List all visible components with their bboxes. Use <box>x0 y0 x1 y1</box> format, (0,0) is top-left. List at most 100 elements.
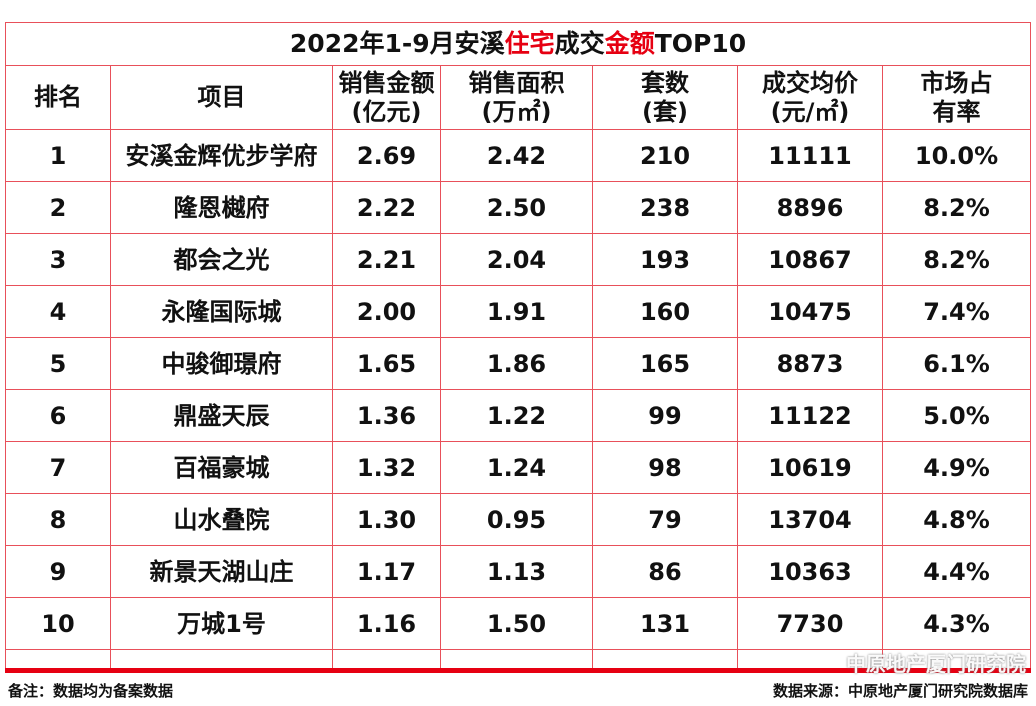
row: 4 永隆国际城 2.00 1.91 160 10475 7.4% <box>5 285 1032 338</box>
cell: 8873 <box>737 337 883 390</box>
title-part: 成交 <box>554 29 605 58</box>
cell: 1.16 <box>332 597 441 650</box>
cell: 8 <box>5 493 111 546</box>
cell: 10.0% <box>881 129 1032 182</box>
cell: 6.1% <box>881 337 1032 390</box>
watermark: 中原地产厦门研究院 <box>846 652 1026 676</box>
cell: 86 <box>592 545 738 598</box>
row: 7 百福豪城 1.32 1.24 98 10619 4.9% <box>5 441 1032 494</box>
cell: 1.24 <box>440 441 593 494</box>
cell: 165 <box>592 337 738 390</box>
cell: 隆恩樾府 <box>110 181 333 234</box>
cell: 山水叠院 <box>110 493 333 546</box>
cell: 98 <box>592 441 738 494</box>
cell: 10475 <box>737 285 883 338</box>
cell <box>592 649 738 673</box>
header-line: (万㎡) <box>481 97 552 126</box>
cell: 131 <box>592 597 738 650</box>
cell: 4.3% <box>881 597 1032 650</box>
cell: 11122 <box>737 389 883 442</box>
cell: 2.50 <box>440 181 593 234</box>
header-line: (套) <box>642 97 688 126</box>
header-cell: 套数 (套) <box>592 65 738 130</box>
cell: 238 <box>592 181 738 234</box>
row: 9 新景天湖山庄 1.17 1.13 86 10363 4.4% <box>5 545 1032 598</box>
cell: 79 <box>592 493 738 546</box>
cell: 5 <box>5 337 111 390</box>
cell: 210 <box>592 129 738 182</box>
title: 2022年1-9月安溪住宅成交金额TOP10 <box>4 22 1032 66</box>
cell: 10867 <box>737 233 883 286</box>
cell: 4.4% <box>881 545 1032 598</box>
cell <box>881 649 1032 673</box>
cell: 8.2% <box>881 233 1032 286</box>
cell: 1.32 <box>332 441 441 494</box>
cell: 13704 <box>737 493 883 546</box>
cell <box>332 649 441 673</box>
cell: 7.4% <box>881 285 1032 338</box>
cell <box>110 649 333 673</box>
header-cell: 销售面积 (万㎡) <box>440 65 593 130</box>
header-line: 有率 <box>932 97 981 126</box>
cell: 永隆国际城 <box>110 285 333 338</box>
cell: 鼎盛天辰 <box>110 389 333 442</box>
cell: 1.65 <box>332 337 441 390</box>
cell: 5.0% <box>881 389 1032 442</box>
header-line: 套数 <box>641 68 689 97</box>
cell: 0.95 <box>440 493 593 546</box>
cell: 1.36 <box>332 389 441 442</box>
cell: 2.21 <box>332 233 441 286</box>
title-part: 金额 <box>604 29 655 58</box>
header-line: 销售面积 <box>468 68 565 97</box>
cell: 2 <box>5 181 111 234</box>
cell: 1.91 <box>440 285 593 338</box>
cell: 百福豪城 <box>110 441 333 494</box>
cell: 7730 <box>737 597 883 650</box>
blank-row <box>5 649 1032 673</box>
cell: 6 <box>5 389 111 442</box>
table: 2022年1-9月安溪住宅成交金额TOP10 排名 项目 销售金额 (亿元) 销售面积(… <box>4 22 1032 673</box>
cell: 1.22 <box>440 389 593 442</box>
cell: 8896 <box>737 181 883 234</box>
cell: 99 <box>592 389 738 442</box>
cell: 2.69 <box>332 129 441 182</box>
cell: 都会之光 <box>110 233 333 286</box>
row: 8 山水叠院 1.30 0.95 79 13704 4.8% <box>5 493 1032 546</box>
header-line: 成交均价 <box>762 68 858 97</box>
cell <box>737 649 883 673</box>
header-line: 排名 <box>34 83 82 111</box>
header-line: (亿元) <box>351 97 422 126</box>
title-part: 住宅 <box>504 29 555 58</box>
cell: 1.86 <box>440 337 593 390</box>
cell: 2.42 <box>440 129 593 182</box>
cell: 9 <box>5 545 111 598</box>
header-cell: 排名 <box>5 65 111 130</box>
cell: 193 <box>592 233 738 286</box>
cell: 2.22 <box>332 181 441 234</box>
cell: 10619 <box>737 441 883 494</box>
cell: 中骏御璟府 <box>110 337 333 390</box>
header-cell: 市场占 有率 <box>881 65 1032 130</box>
cell <box>440 649 593 673</box>
cell: 11111 <box>737 129 883 182</box>
cell: 2.00 <box>332 285 441 338</box>
row: 10 万城1号 1.16 1.50 131 7730 4.3% <box>5 597 1032 650</box>
cell: 160 <box>592 285 738 338</box>
row: 2 隆恩樾府 2.22 2.50 238 8896 8.2% <box>5 181 1032 234</box>
row: 3 都会之光 2.21 2.04 193 10867 8.2% <box>5 233 1032 286</box>
header-cell: 项目 <box>110 65 333 130</box>
cell: 1.30 <box>332 493 441 546</box>
row: 6 鼎盛天辰 1.36 1.22 99 11122 5.0% <box>5 389 1032 442</box>
cell: 安溪金辉优步学府 <box>110 129 333 182</box>
cell: 2.04 <box>440 233 593 286</box>
cell: 1.13 <box>440 545 593 598</box>
cell: 4 <box>5 285 111 338</box>
cell: 3 <box>5 233 111 286</box>
header-line: (元/㎡) <box>770 97 850 126</box>
cell: 万城1号 <box>110 597 333 650</box>
source: 数据来源：中原地产厦门研究院数据库 <box>772 682 1028 700</box>
row: 1 安溪金辉优步学府 2.69 2.42 210 11111 10.0% <box>5 129 1032 182</box>
cell: 4.8% <box>881 493 1032 546</box>
cell: 1.50 <box>440 597 593 650</box>
